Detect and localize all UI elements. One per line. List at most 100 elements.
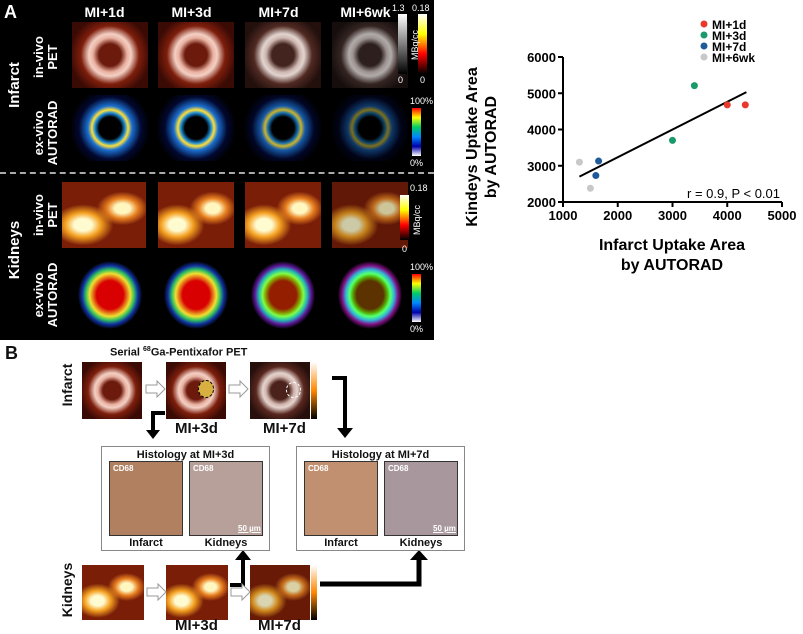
column-header: MI+1d <box>84 4 125 20</box>
autorad-colorbar <box>412 274 421 322</box>
colorbar <box>311 362 317 419</box>
kidney-pet-image <box>158 182 234 248</box>
x-tick-label: 4000 <box>713 208 742 223</box>
histology-title: Histology at MI+3d <box>136 449 235 461</box>
histology-image-infarct: CD68 <box>304 461 378 536</box>
scale-min: 0 <box>420 75 426 85</box>
stain-label: CD68 <box>193 464 214 473</box>
arrow-right-icon <box>230 583 251 601</box>
column-header: MI+6wk <box>340 4 391 20</box>
scatter-chart: 1000 2000 3000 4000 500020003000400050006000… <box>464 18 797 274</box>
x-tick-label: 2000 <box>603 208 632 223</box>
group-label-kidneys: Kidneys <box>6 220 23 280</box>
scale-unit: MBq/cc <box>410 29 420 60</box>
x-tick-label: 1000 <box>549 208 578 223</box>
elbow-arrow-icon <box>320 550 428 587</box>
panel-b-title: Serial 68Ga-Pentixafor PET <box>110 346 247 359</box>
histology-label: Kidneys <box>204 537 248 549</box>
column-header: MI+3d <box>171 4 212 20</box>
elbow-arrow-icon <box>146 411 165 439</box>
scale-min: 0 <box>402 244 408 254</box>
kidney-autorad-image <box>332 255 408 335</box>
panel-a-images: A MI+1d MI+3d MI+7d MI+6wk Infarct Kidne… <box>0 0 434 340</box>
data-point <box>690 82 698 90</box>
data-point <box>723 101 731 109</box>
colorbar <box>311 565 317 620</box>
kidney-pet-image <box>332 182 408 248</box>
scale-bar: 50 µm <box>238 524 261 533</box>
kidney-pet-image <box>62 182 146 248</box>
autorad-colorbar <box>412 108 421 156</box>
infarct-pet-image <box>250 362 310 419</box>
title-text: Ga-Pentixafor PET <box>150 346 248 359</box>
scale-unit: MBq/cc <box>412 204 422 235</box>
data-point <box>669 136 676 144</box>
grayscale-colorbar <box>398 14 407 74</box>
infarct-pet-image <box>166 362 226 419</box>
title-text: Serial <box>110 346 144 359</box>
scale-min: 0 <box>398 75 404 85</box>
infarct-autorad-image <box>245 95 321 161</box>
data-point <box>575 158 583 166</box>
arrow-right-icon <box>145 380 166 398</box>
scale-max: 100% <box>410 262 434 272</box>
histology-box-mi7d: Histology at MI+7d CD68 CD68 50 µm Infarc… <box>296 446 465 551</box>
stain-label: CD68 <box>388 464 409 473</box>
row-label: in-vivo PET <box>31 194 60 236</box>
kidney-pet-image <box>250 565 310 620</box>
scale-max: 0.18 <box>412 3 430 13</box>
histology-image-kidneys: CD68 50 µm <box>189 461 263 536</box>
legend-label: MI+1d <box>712 18 746 32</box>
panel-a-label: A <box>4 2 17 22</box>
kidney-autorad-image <box>72 255 148 335</box>
correlation-annotation: r = 0.9, P < 0.01 <box>687 186 780 201</box>
scale-min: 0% <box>410 324 424 334</box>
timepoint-label: MI+3d <box>175 617 218 634</box>
y-tick-label: 5000 <box>527 86 556 101</box>
infarct-pet-image <box>82 362 142 419</box>
scale-bar: 50 µm <box>433 524 456 533</box>
x-axis-label: Infarct Uptake Area <box>599 237 745 254</box>
row-label: in-vivo PET <box>31 36 60 78</box>
roi-circle <box>286 382 301 398</box>
histology-label: Infarct <box>129 537 163 549</box>
kidneys-label: Kidneys <box>59 562 75 618</box>
timepoint-label: MI+7d <box>263 420 306 437</box>
timepoint-label: MI+7d <box>258 617 301 634</box>
x-tick-label: 5000 <box>768 208 797 223</box>
y-tick-label: 3000 <box>527 159 556 174</box>
infarct-autorad-image <box>332 95 408 161</box>
legend-marker <box>700 31 708 39</box>
infarct-pet-image <box>72 22 148 88</box>
histology-box-mi3d: Histology at MI+3d CD68 CD68 50 µm Infarc… <box>101 446 270 551</box>
row-label: ex-vivo AUTORAD <box>31 262 60 328</box>
scale-min: 0% <box>410 158 424 168</box>
kidney-pet-image <box>245 182 321 248</box>
panel-b-label: B <box>5 343 18 363</box>
roi-circle <box>198 380 214 398</box>
x-tick-label: 3000 <box>658 208 687 223</box>
row-label: ex-vivo AUTORAD <box>31 100 60 166</box>
infarct-autorad-image <box>158 95 234 161</box>
infarct-pet-image <box>158 22 234 88</box>
regression-line <box>578 91 747 178</box>
group-label-infarct: Infarct <box>6 62 23 108</box>
legend-label: MI+7d <box>712 40 746 54</box>
divider <box>0 172 434 174</box>
y-axis-label: Kindeys Uptake Area <box>464 67 481 227</box>
column-header: MI+7d <box>258 4 299 20</box>
infarct-autorad-image <box>72 95 148 161</box>
infarct-pet-image <box>332 22 408 88</box>
stain-label: CD68 <box>113 464 134 473</box>
hot-colorbar <box>400 195 409 240</box>
histology-image-kidneys: CD68 50 µm <box>384 461 458 536</box>
y-axis-label: by AUTORAD <box>483 96 500 198</box>
stain-label: CD68 <box>308 464 329 473</box>
legend-marker <box>700 53 708 61</box>
histology-label: Infarct <box>324 537 358 549</box>
legend-label: MI+3d <box>712 29 746 43</box>
y-tick-label: 6000 <box>527 50 556 65</box>
title-superscript: 68 <box>143 346 151 353</box>
data-point <box>595 157 603 165</box>
kidney-pet-image <box>82 565 144 620</box>
